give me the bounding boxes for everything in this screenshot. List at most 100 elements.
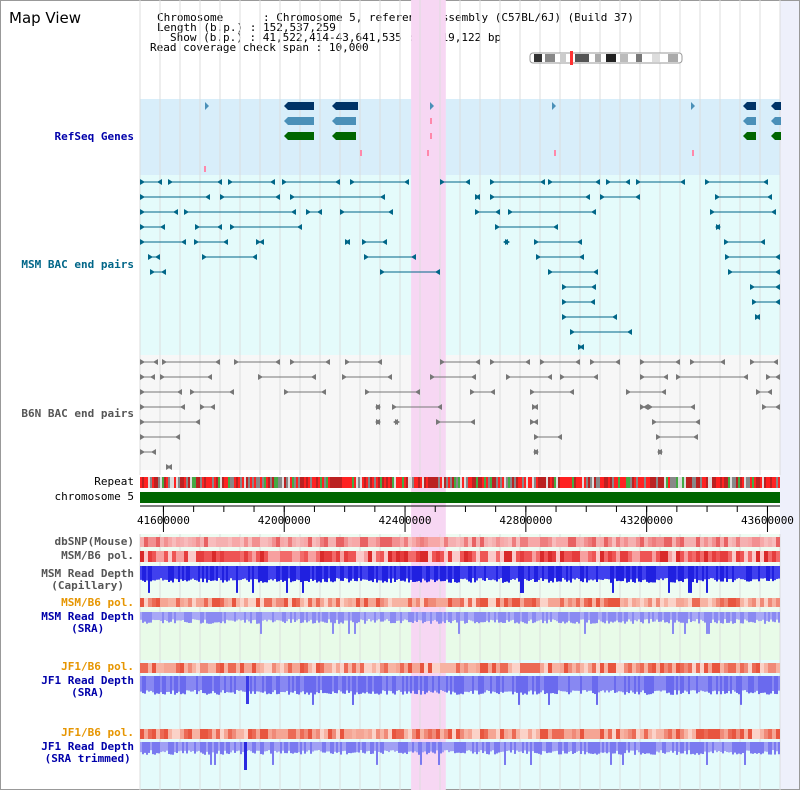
jf1-b6-pol-cell [248,663,252,673]
bac-end-marker [195,419,200,425]
jf1-depth-trimmed-bar [562,742,564,751]
msm-depth-capillary-bar [744,566,746,580]
jf1-depth-trimmed-bar [638,742,640,753]
msm-depth-sra-bar [268,612,270,620]
jf1-depth-trimmed-bar [168,742,170,755]
msm-b6-pol-cell [384,551,388,562]
repeat-segment [222,477,224,488]
msm-depth-sra-bar [600,612,602,622]
dbsnp-cell [224,537,228,547]
repeat-segment [362,477,364,488]
msm-b6-pol-cell [456,551,460,562]
repeat-segment [476,477,478,488]
msm-b6-pol-cell [540,551,544,562]
msm-depth-capillary-bar [312,566,314,581]
msm-depth-capillary-bar [528,566,530,581]
msm-b6-pol-cell [220,551,224,562]
msm-depth-capillary-bar [238,566,240,581]
msm-depth-sra-bar [754,612,756,623]
msm-depth-capillary-bar [258,566,260,583]
msm-b6-pol-cell [328,551,332,562]
msm-depth-capillary-bar [348,566,350,583]
repeat-segment [384,477,386,488]
bac-end-marker [140,449,145,455]
msm-b6-pol-cell [232,551,236,562]
jf1-b6-pol-cell [676,663,680,673]
jf1-depth-sra-bar [274,676,276,691]
jf1-depth-sra-bar [434,676,436,691]
jf1-b6-pol-2-cell [392,729,396,739]
jf1-depth-trimmed-bar [274,742,276,751]
jf1-b6-pol-cell [612,663,616,673]
msm-depth-sra-bar [418,612,420,620]
jf1-depth-sra-bar [738,676,740,695]
jf1-depth-trimmed-bar [742,742,744,754]
repeat-segment [724,477,726,488]
msm-depth-capillary-bar [526,566,528,581]
msm-depth-sra-bar [348,612,350,634]
jf1-depth-sra-bar [486,676,488,691]
repeat-segment [324,477,326,488]
msm-b6-pol-cell [504,551,508,562]
jf1-depth-sra-bar [492,676,494,692]
msm-b6-pol-2-cell [296,598,300,607]
jf1-depth-sra-bar [236,676,238,691]
repeat-segment [704,477,706,488]
msm-depth-capillary-bar [454,566,456,583]
repeat-segment [776,477,778,488]
repeat-segment [250,477,252,488]
msm-depth-sra-bar [522,612,524,623]
msm-b6-pol-2-cell [764,598,768,607]
msm-depth-sra-bar [778,612,780,623]
dbsnp-cell [728,537,732,547]
msm-b6-pol-2-cell [276,598,280,607]
bac-end-marker [140,389,145,395]
jf1-b6-pol-cell [444,663,448,673]
bac-end-marker [490,389,495,395]
msm-b6-pol-2-cell [208,598,212,607]
repeat-segment [446,477,448,488]
bac-end-marker [715,194,720,200]
msm-b6-pol-2-cell [360,598,364,607]
jf1-depth-sra-bar [542,676,544,691]
msm-depth-capillary-bar [506,566,508,582]
msm-depth-capillary-bar [304,566,306,582]
repeat-segment [694,477,696,488]
bac-end-marker [775,299,780,305]
repeat-segment [552,477,554,488]
repeat-segment [480,477,482,488]
jf1-b6-pol-2-cell [516,729,520,739]
msm-depth-capillary-bar [320,566,322,583]
jf1-depth-trimmed-bar [642,742,644,754]
msm-b6-pol-2-cell [636,598,640,607]
gene-strand-arrow [771,132,775,140]
msm-depth-sra-bar [630,612,632,622]
jf1-depth-sra-bar [644,676,646,694]
bac-end-marker [750,284,755,290]
jf1-depth-sra-bar [158,676,160,694]
jf1-b6-pol-cell [568,663,572,673]
msm-depth-sra-bar [288,612,290,620]
msm-b6-pol-cell [284,551,288,562]
jf1-b6-pol-2-cell [216,729,220,739]
jf1-depth-trimmed-bar [204,742,206,755]
msm-depth-sra-bar [178,612,180,621]
msm-depth-capillary-bar [416,566,418,582]
msm-depth-sra-bar [594,612,596,624]
bac-end-marker [771,209,776,215]
msm-depth-sra-bar [262,612,264,621]
gene-feature [336,117,356,125]
msm-b6-pol-cell [748,551,752,562]
msm-depth-capillary-bar [334,566,336,582]
jf1-depth-trimmed-bar [566,742,568,754]
jf1-depth-sra-bar [646,676,648,695]
jf1-depth-sra-bar [728,676,730,692]
msm-depth-capillary-bar [770,566,772,579]
msm-depth-capillary-bar [244,566,246,579]
jf1-depth-sra-bar [390,676,392,692]
msm-depth-capillary-bar [570,566,572,583]
jf1-depth-trimmed-bar [680,742,682,754]
jf1-depth-trimmed-bar [480,742,482,751]
jf1-depth-trimmed-bar [268,742,270,751]
